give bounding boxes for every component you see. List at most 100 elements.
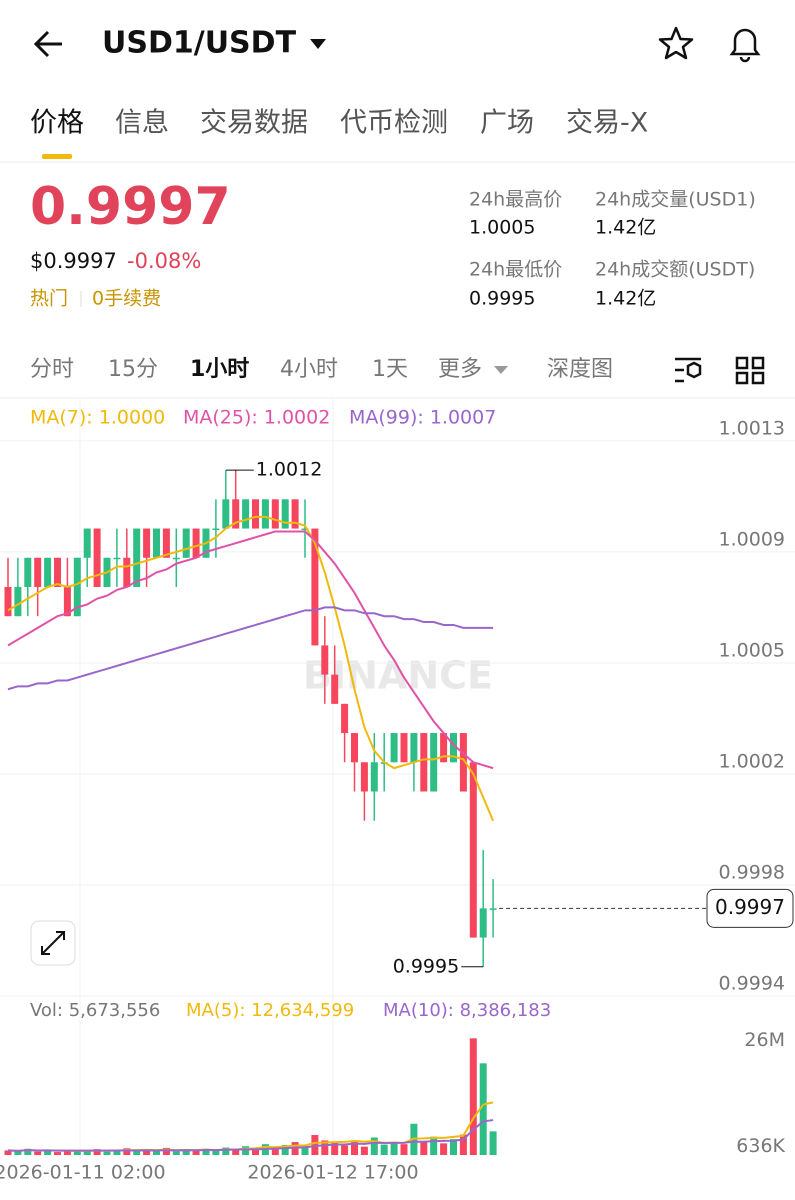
candle-body xyxy=(212,528,220,531)
volume-bar xyxy=(370,1137,378,1155)
y-tick-label: 1.0002 xyxy=(719,750,785,772)
ma-legend: MA(7): 1.0000 xyxy=(30,407,165,429)
tab[interactable]: 交易-X xyxy=(566,108,648,139)
stat-label: 24h最高价 xyxy=(469,189,562,211)
indicator-settings-icon[interactable] xyxy=(675,357,702,383)
candle-body xyxy=(153,528,160,558)
interval[interactable]: 分时 xyxy=(30,357,74,382)
y-tick-label: 0.9998 xyxy=(719,861,785,883)
candle-body xyxy=(311,528,319,646)
tab[interactable]: 信息 xyxy=(115,108,169,139)
volume-bar xyxy=(271,1147,279,1155)
volume-tick-label: 636K xyxy=(736,1135,785,1157)
volume-bar xyxy=(202,1148,210,1155)
volume-bar xyxy=(360,1146,368,1155)
volume-tick-label: 26M xyxy=(744,1029,785,1051)
candle-body xyxy=(261,499,269,529)
candle-body xyxy=(83,528,91,558)
volume-bar xyxy=(93,1149,101,1155)
y-tick-label: 0.9994 xyxy=(719,973,785,995)
volume-bar xyxy=(351,1141,358,1155)
pair-title[interactable]: USD1/USDT xyxy=(102,26,297,61)
interval[interactable]: 更多 xyxy=(438,357,482,382)
candle-body xyxy=(410,733,418,763)
candle-body xyxy=(63,586,71,617)
candle-body xyxy=(390,733,398,763)
candle-body xyxy=(123,557,131,587)
candle-body xyxy=(14,586,22,617)
layout-icon[interactable] xyxy=(735,356,765,385)
active-tab-indicator xyxy=(42,154,72,159)
tag: 0手续费 xyxy=(92,288,161,310)
volume-bar xyxy=(420,1141,428,1155)
candle-body xyxy=(301,528,309,531)
candle-body xyxy=(341,703,349,734)
volume-bar xyxy=(469,1038,477,1155)
volume-bar xyxy=(440,1143,448,1155)
candle-body xyxy=(242,499,250,529)
candle-body xyxy=(430,733,438,792)
max-label: 1.0012 xyxy=(256,459,322,481)
interval[interactable]: 1小时 xyxy=(190,357,249,382)
interval[interactable]: 4小时 xyxy=(280,357,338,382)
volume-bar xyxy=(400,1144,408,1155)
candle-body xyxy=(232,499,240,529)
candle-body xyxy=(34,557,42,587)
tab[interactable]: 代币检测 xyxy=(340,108,448,139)
usd-price: $0.9997 xyxy=(30,249,117,273)
volume-bar xyxy=(390,1142,398,1155)
favorite-icon[interactable] xyxy=(658,26,694,60)
volume-bar xyxy=(172,1151,180,1155)
stat-label: 24h最低价 xyxy=(469,259,562,281)
volume-bar xyxy=(459,1134,467,1155)
volume-bar xyxy=(252,1149,259,1155)
volume-bar xyxy=(14,1151,22,1155)
depth-chart[interactable]: 深度图 xyxy=(547,357,613,382)
ma-legend: MA(25): 1.0002 xyxy=(183,407,330,429)
candle-body xyxy=(271,499,279,529)
candle-body xyxy=(182,528,190,558)
volume-bar xyxy=(301,1145,309,1155)
expand-icon[interactable] xyxy=(41,931,65,955)
candle-body xyxy=(450,733,457,763)
volume-ma-line xyxy=(7,1119,494,1152)
volume-bar xyxy=(54,1152,61,1155)
volume-bar xyxy=(450,1139,457,1155)
tab[interactable]: 广场 xyxy=(480,108,534,139)
interval[interactable]: 15分 xyxy=(108,357,158,382)
candle-body xyxy=(192,528,200,558)
volume-bar xyxy=(113,1150,121,1155)
candle-body xyxy=(222,499,230,529)
volume-bar xyxy=(281,1145,289,1155)
back-button[interactable] xyxy=(33,30,62,58)
candle-body xyxy=(143,528,151,558)
more-dropdown[interactable] xyxy=(494,366,508,374)
volume-bar xyxy=(24,1148,32,1155)
candle-body xyxy=(331,674,339,704)
x-tick-label: 2026-01-12 17:00 xyxy=(247,1162,418,1184)
tab[interactable]: 价格 xyxy=(30,108,84,139)
x-tick-label: 2026-01-11 02:00 xyxy=(0,1162,166,1184)
volume-bar xyxy=(479,1063,487,1155)
ma-line xyxy=(7,515,495,822)
candle-body xyxy=(281,499,289,529)
tag: 热门 xyxy=(30,288,68,310)
expand-button[interactable] xyxy=(30,920,76,966)
candle-body xyxy=(400,733,408,763)
volume-bar xyxy=(430,1136,438,1155)
stat-label: 24h成交额(USDT) xyxy=(595,259,755,281)
alert-icon[interactable] xyxy=(729,28,761,63)
last-price-tag xyxy=(706,888,794,928)
volume-legend: MA(10): 8,386,183 xyxy=(383,1000,551,1021)
candle-body xyxy=(321,645,329,675)
pair-dropdown[interactable] xyxy=(310,39,326,49)
stat-label: 24h成交量(USD1) xyxy=(595,189,756,211)
volume-bar xyxy=(4,1150,12,1155)
candle-body xyxy=(93,528,101,587)
candle-body xyxy=(479,908,487,938)
stat-value: 1.42亿 xyxy=(595,217,656,239)
tab[interactable]: 交易数据 xyxy=(200,108,308,139)
volume-bar xyxy=(83,1151,91,1155)
interval[interactable]: 1天 xyxy=(372,357,408,382)
